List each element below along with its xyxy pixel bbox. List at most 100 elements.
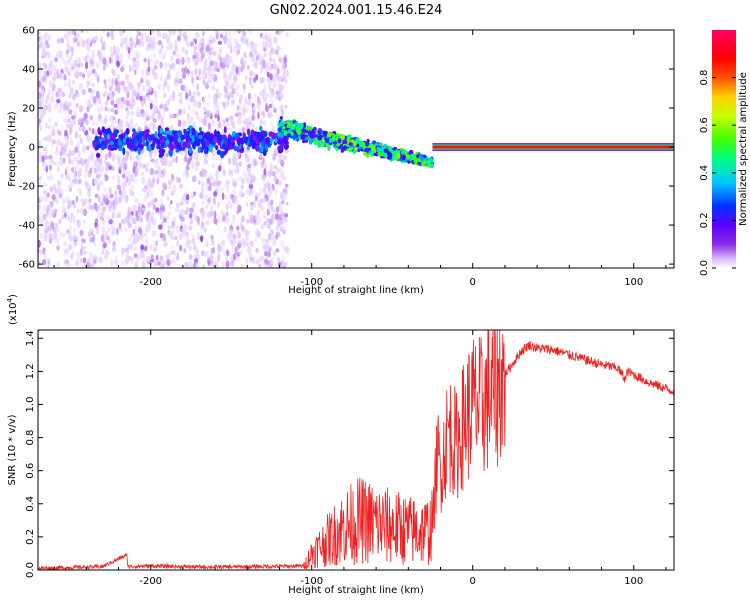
signal-cell xyxy=(109,140,114,146)
signal-cell xyxy=(269,137,274,145)
noise-cell xyxy=(91,165,95,170)
noise-cell xyxy=(246,219,250,224)
noise-cell xyxy=(164,51,167,59)
noise-cell xyxy=(198,193,202,199)
noise-cell xyxy=(227,180,230,187)
noise-cell xyxy=(48,80,52,88)
spectrogram-panel: -200 -100 0 100 60 40 20 0 -20 -40 -60 Height of s… xyxy=(7,26,675,296)
noise-cell xyxy=(234,37,238,45)
signal-cell xyxy=(394,155,398,161)
noise-cell xyxy=(278,151,283,159)
signal-cell xyxy=(420,156,424,160)
noise-cell xyxy=(67,58,71,66)
noise-cell xyxy=(247,99,252,107)
noise-cell xyxy=(279,227,283,232)
noise-cell xyxy=(144,111,149,119)
noise-cell xyxy=(134,69,137,75)
noise-cell xyxy=(282,188,286,194)
noise-cell xyxy=(210,259,214,265)
noise-cell xyxy=(104,106,108,112)
noise-cell xyxy=(79,157,83,162)
noise-cell xyxy=(218,53,221,58)
noise-cell xyxy=(105,215,110,220)
noise-cell xyxy=(103,118,108,124)
noise-cell xyxy=(276,113,281,121)
noise-cell xyxy=(101,200,104,205)
noise-cell xyxy=(147,222,152,231)
signal-cell xyxy=(176,131,182,137)
noise-cell xyxy=(85,30,89,34)
noise-cell xyxy=(58,92,62,100)
noise-cell xyxy=(108,92,112,99)
noise-cell xyxy=(234,112,239,117)
noise-cell xyxy=(175,155,178,163)
noise-cell xyxy=(249,80,252,85)
noise-cell xyxy=(150,216,155,224)
noise-cell xyxy=(62,205,66,212)
noise-cell xyxy=(168,30,172,37)
noise-cell xyxy=(75,68,80,76)
noise-cell xyxy=(251,114,255,122)
noise-cell xyxy=(241,177,245,185)
noise-cell xyxy=(54,103,58,111)
noise-cell xyxy=(238,192,242,198)
noise-cell xyxy=(146,178,150,184)
noise-cell xyxy=(151,198,154,205)
noise-cell xyxy=(240,225,245,231)
noise-cell xyxy=(38,40,42,49)
noise-cell xyxy=(72,93,76,101)
noise-cell xyxy=(278,104,282,111)
noise-cell xyxy=(235,83,240,91)
noise-cell xyxy=(260,92,264,98)
noise-cell xyxy=(243,240,248,245)
noise-cell xyxy=(102,187,107,193)
noise-cell xyxy=(275,95,278,101)
signal-cell xyxy=(386,151,391,156)
noise-cell xyxy=(167,211,171,216)
noise-cell xyxy=(70,213,74,218)
signal-cell xyxy=(191,127,196,135)
noise-cell xyxy=(79,62,84,67)
noise-cell xyxy=(228,127,233,135)
noise-cell xyxy=(149,242,153,250)
noise-cell xyxy=(174,39,178,45)
noise-cell xyxy=(160,102,164,111)
noise-cell xyxy=(238,103,242,112)
noise-cell xyxy=(151,35,156,41)
noise-cell xyxy=(62,157,66,164)
noise-cell xyxy=(133,246,138,251)
noise-cell xyxy=(125,112,129,120)
noise-cell xyxy=(226,41,230,49)
noise-cell xyxy=(273,165,278,170)
noise-cell xyxy=(212,67,216,73)
noise-cell xyxy=(230,260,235,267)
noise-cell xyxy=(174,77,179,84)
noise-cell xyxy=(167,253,171,261)
noise-cell xyxy=(114,109,118,115)
noise-cell xyxy=(174,52,179,57)
noise-cell xyxy=(69,137,73,145)
signal-cell xyxy=(338,137,342,144)
signal-cell xyxy=(335,132,339,138)
signal-cell xyxy=(147,145,152,152)
noise-cell xyxy=(43,136,47,142)
signal-cell xyxy=(125,137,129,144)
noise-cell xyxy=(147,187,152,193)
noise-cell xyxy=(49,236,53,244)
noise-cell xyxy=(222,119,226,125)
signal-cell xyxy=(167,129,172,136)
noise-cell xyxy=(40,194,44,203)
noise-cell xyxy=(140,244,144,251)
noise-cell xyxy=(59,193,63,199)
noise-cell xyxy=(169,94,174,102)
noise-cell xyxy=(248,171,251,177)
noise-cell xyxy=(160,121,164,128)
noise-cell xyxy=(188,254,193,261)
noise-cell xyxy=(121,247,125,255)
signal-cell xyxy=(300,134,306,140)
noise-cell xyxy=(109,189,112,195)
noise-cell xyxy=(88,88,92,93)
noise-cell xyxy=(123,163,128,171)
noise-cell xyxy=(268,207,273,212)
signal-cell xyxy=(107,144,111,151)
